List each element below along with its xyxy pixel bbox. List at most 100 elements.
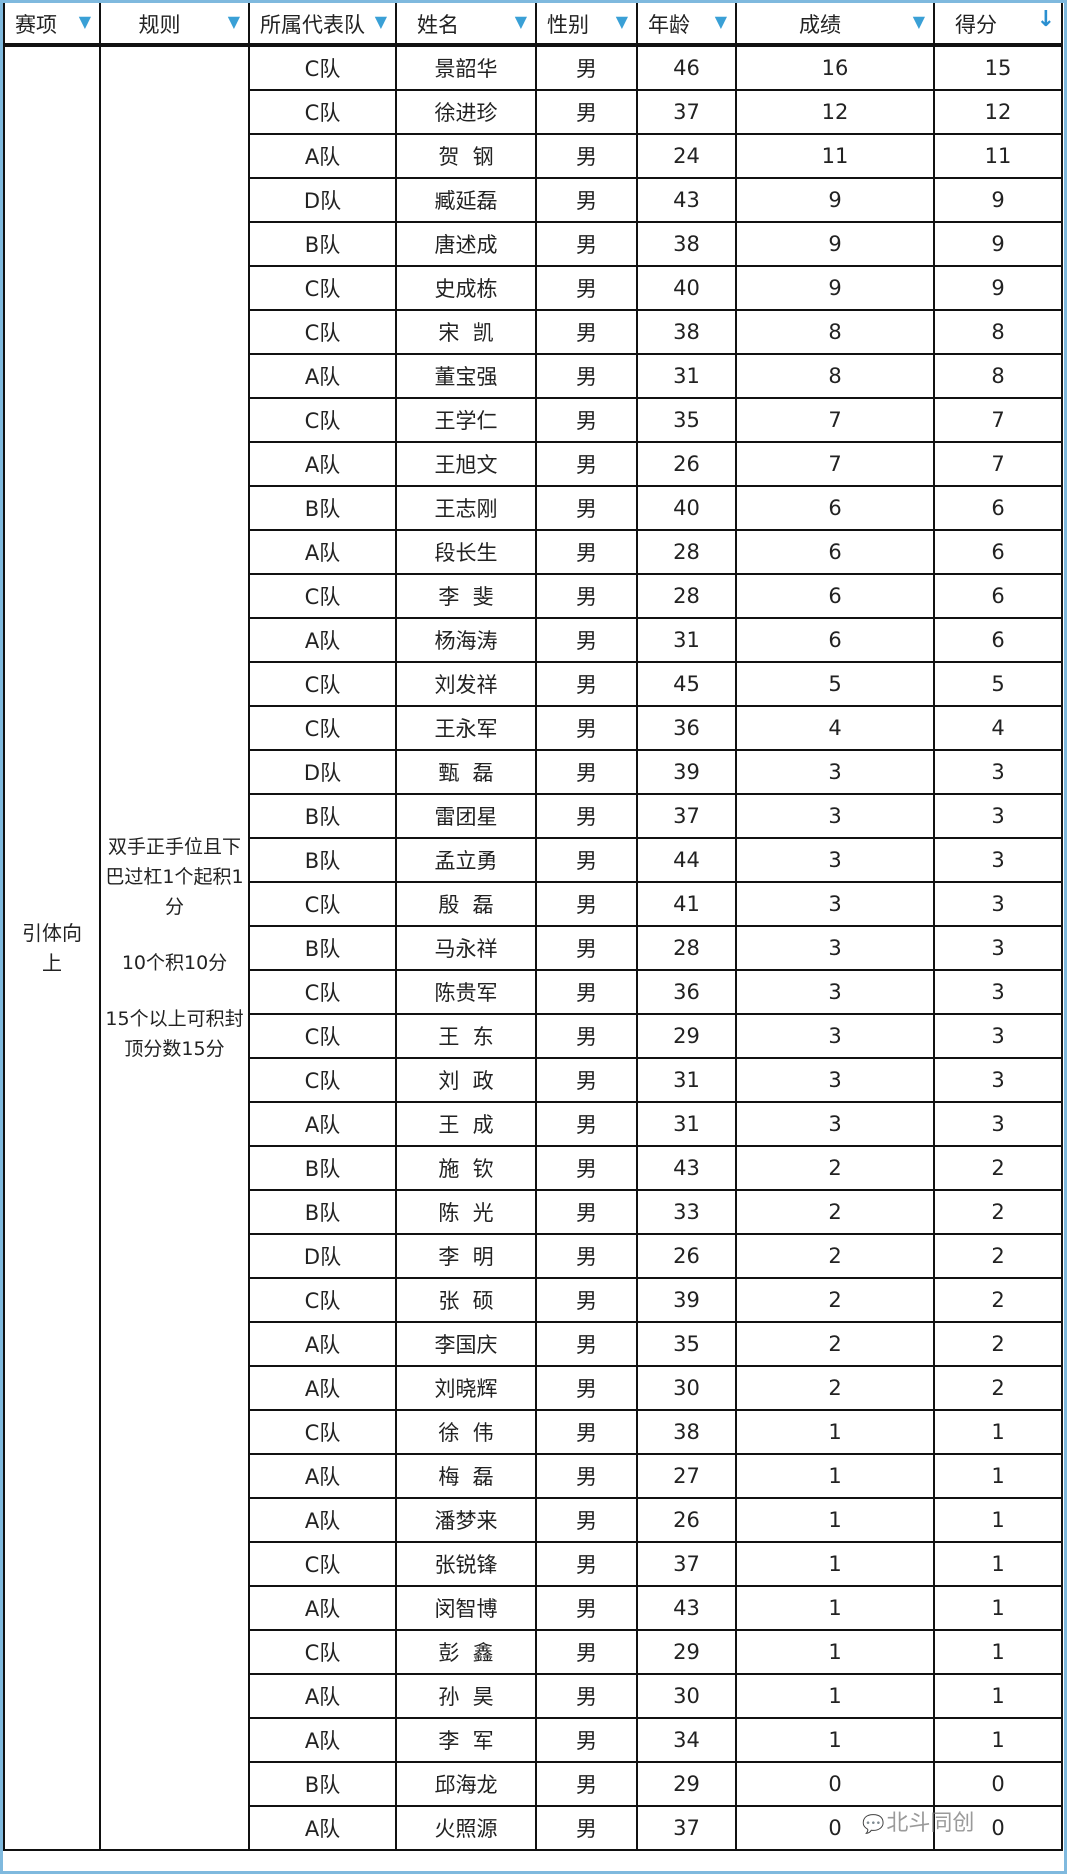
cell-gender: 男	[535, 44, 638, 91]
cell-team: B队	[248, 925, 397, 971]
cell-age: 31	[636, 1057, 737, 1103]
cell-team: D队	[248, 1233, 397, 1279]
filter-icon[interactable]: ▼	[714, 12, 727, 31]
cell-team: B队	[248, 485, 397, 531]
cell-age: 36	[636, 969, 737, 1015]
filter-icon[interactable]: ▼	[514, 12, 527, 31]
table-row: C队殷 磊男 41 3 3	[4, 881, 1063, 927]
cell-name: 潘梦来	[395, 1497, 537, 1543]
filter-icon[interactable]: ▼	[374, 12, 387, 31]
cell-name: 徐进珍	[395, 89, 537, 135]
cell-name: 孙 昊	[395, 1673, 537, 1719]
filter-icon[interactable]: ▼	[78, 12, 91, 31]
cell-result: 1	[735, 1497, 935, 1543]
cell-result: 3	[735, 1101, 935, 1147]
filter-icon[interactable]: ▼	[615, 12, 628, 31]
table-row: C队彭 鑫男 29 1 1	[4, 1629, 1063, 1675]
cell-gender: 男	[535, 1761, 638, 1807]
cell-score: 2	[933, 1277, 1063, 1323]
cell-name: 彭 鑫	[395, 1629, 537, 1675]
table-row: 引体向上 双手正手位且下巴过杠1个起积1分 10个积10分 15个以上可积封顶分数15…	[3, 44, 1063, 1851]
sort-descending-arrow-icon[interactable]: ↓	[1036, 7, 1055, 32]
header-team[interactable]: 所属代表队 ▼	[248, 3, 397, 47]
cell-gender: 男	[535, 925, 638, 971]
header-score[interactable]: 得分 ↓	[933, 3, 1063, 47]
cell-name: 刘晓辉	[395, 1365, 537, 1411]
cell-team: C队	[248, 1277, 397, 1323]
cell-age: 29	[636, 1761, 737, 1807]
cell-score: 1	[933, 1673, 1063, 1719]
cell-name: 马永祥	[395, 925, 537, 971]
cell-result: 3	[735, 1057, 935, 1103]
cell-gender: 男	[535, 617, 638, 663]
table-row: B队 王志刚男 40 6 6	[4, 485, 1063, 531]
cell-team: C队	[248, 969, 397, 1015]
cell-gender: 男	[535, 661, 638, 707]
cell-gender: 男	[535, 133, 638, 179]
cell-team: A队	[248, 1673, 397, 1719]
cell-gender: 男	[535, 1013, 638, 1059]
cell-age: 27	[636, 1453, 737, 1499]
cell-name: 张 硕	[395, 1277, 537, 1323]
cell-name: 史成栋	[395, 265, 537, 311]
cell-gender: 男	[535, 1321, 638, 1367]
cell-name: 景韶华	[395, 44, 537, 91]
filter-icon[interactable]: ▼	[227, 12, 240, 31]
cell-result: 2	[735, 1233, 935, 1279]
table-row: C队王 东男 29 3 3	[4, 1013, 1063, 1059]
header-gender[interactable]: 性别 ▼	[535, 3, 638, 47]
cell-result: 2	[735, 1189, 935, 1235]
cell-name: 宋 凯	[395, 309, 537, 355]
cell-name: 王志刚	[395, 485, 537, 531]
cell-score: 2	[933, 1189, 1063, 1235]
cell-score: 7	[933, 441, 1063, 487]
header-rule[interactable]: 规则 ▼	[99, 3, 250, 47]
cell-gender: 男	[535, 1233, 638, 1279]
cell-age: 37	[636, 89, 737, 135]
cell-name: 臧延磊	[395, 177, 537, 223]
cell-team: C队	[248, 1013, 397, 1059]
header-event[interactable]: 赛项 ▼	[3, 3, 101, 47]
cell-team: C队	[248, 1409, 397, 1455]
cell-score: 6	[933, 617, 1063, 663]
cell-name: 殷 磊	[395, 881, 537, 927]
cell-gender: 男	[535, 441, 638, 487]
cell-name: 陈贵军	[395, 969, 537, 1015]
table-row: C队 徐进珍男 37 12 12	[4, 89, 1063, 135]
cell-gender: 男	[535, 1673, 638, 1719]
cell-age: 35	[636, 1321, 737, 1367]
header-name[interactable]: 姓名 ▼	[395, 3, 537, 47]
rule-line: 双手正手位且下巴过杠1个起积1分	[105, 836, 244, 918]
cell-gender: 男	[535, 1585, 638, 1631]
cell-result: 2	[735, 1277, 935, 1323]
header-row: 赛项 ▼ 规则 ▼ 所属代表队 ▼ 姓名 ▼ 性别 ▼ 年龄 ▼ 成绩 ▼ 得分 ↓	[3, 3, 1063, 47]
cell-name: 唐述成	[395, 221, 537, 267]
cell-result: 2	[735, 1365, 935, 1411]
cell-name: 李 斐	[395, 573, 537, 619]
cell-result: 6	[735, 485, 935, 531]
cell-result: 8	[735, 309, 935, 355]
cell-age: 37	[636, 793, 737, 839]
table-row: A队 杨海涛男 31 6 6	[4, 617, 1063, 663]
cell-score: 9	[933, 177, 1063, 223]
cell-team: A队	[248, 1365, 397, 1411]
table-row: A队 段长生男 28 6 6	[4, 529, 1063, 575]
event-cell: 引体向上	[3, 44, 101, 1851]
cell-name: 火照源	[395, 1805, 537, 1851]
header-age[interactable]: 年龄 ▼	[636, 3, 737, 47]
cell-score: 15	[933, 44, 1063, 91]
filter-icon[interactable]: ▼	[912, 12, 925, 31]
cell-name: 王永军	[395, 705, 537, 751]
cell-name: 段长生	[395, 529, 537, 575]
cell-age: 30	[636, 1365, 737, 1411]
cell-team: D队	[248, 177, 397, 223]
cell-result: 9	[735, 265, 935, 311]
table-row: C队 陈贵军男 36 3 3	[4, 969, 1063, 1015]
cell-score: 3	[933, 925, 1063, 971]
cell-gender: 男	[535, 353, 638, 399]
table-row: C队张 硕男 39 2 2	[4, 1277, 1063, 1323]
cell-gender: 男	[535, 265, 638, 311]
table-row: B队陈 光男 33 2 2	[4, 1189, 1063, 1235]
cell-result: 3	[735, 925, 935, 971]
header-result[interactable]: 成绩 ▼	[735, 3, 935, 47]
